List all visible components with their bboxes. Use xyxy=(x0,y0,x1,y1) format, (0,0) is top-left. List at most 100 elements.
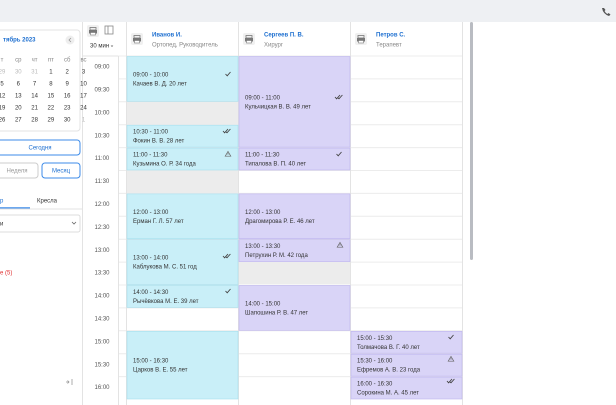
calendar-day[interactable]: 29 xyxy=(0,70,6,76)
calendar-day[interactable]: 19 xyxy=(0,106,6,112)
calendar-day[interactable]: 22 xyxy=(48,106,55,112)
appointment-patient: Качаев В. Д. 20 лет xyxy=(133,81,187,87)
alert-link[interactable]: е (5) xyxy=(0,271,12,277)
time-label: 15:30 xyxy=(94,362,110,368)
today-button-label: Сегодня xyxy=(29,146,52,152)
doctor-role: Хирург xyxy=(264,43,284,49)
time-label: 11:30 xyxy=(95,179,110,185)
doctor-select[interactable] xyxy=(0,214,81,233)
appointment-time: 14:00 - 15:00 xyxy=(245,301,281,307)
doctor-print-icon[interactable] xyxy=(354,32,368,46)
appointment-patient: Фокин В. В. 28 лет xyxy=(133,139,185,145)
calendar-day[interactable]: 28 xyxy=(31,118,38,124)
time-label: 13:30 xyxy=(94,271,110,277)
calendar-day[interactable]: 29 xyxy=(48,118,55,124)
calendar-day[interactable]: 3 xyxy=(82,70,86,76)
week-button[interactable] xyxy=(0,162,39,179)
calendar-day[interactable]: 10 xyxy=(80,82,87,88)
appointment-patient: Шапошина Р. В. 47 лет xyxy=(245,310,308,316)
appointment[interactable] xyxy=(238,56,351,148)
doctor-role: Ортопед, Руководитель xyxy=(152,43,218,49)
calendar-day[interactable]: 20 xyxy=(15,106,22,112)
calendar-day[interactable]: 2 xyxy=(66,70,70,76)
step-select[interactable]: 30 мин xyxy=(90,44,109,50)
calendar-day[interactable]: 30 xyxy=(64,118,71,124)
tab-doctors[interactable]: р xyxy=(0,199,4,205)
appointment[interactable] xyxy=(126,285,239,308)
appointment-patient: Каблукова М. С. 51 год xyxy=(133,265,197,271)
calendar-day[interactable]: 24 xyxy=(80,106,87,112)
calendar-day[interactable]: 1 xyxy=(82,118,86,124)
layout-icon[interactable] xyxy=(104,25,114,35)
tab-chairs[interactable]: Кресла xyxy=(37,199,58,205)
calendar-day[interactable]: 13 xyxy=(15,94,22,100)
appointment-patient: Драгомирова Р. Е. 46 лет xyxy=(245,219,315,225)
appointment[interactable] xyxy=(238,147,351,171)
calendar-day[interactable]: 27 xyxy=(15,118,22,124)
time-label: 09:00 xyxy=(94,65,110,71)
doctor-print-icon[interactable] xyxy=(242,32,256,46)
appointment-time: 16:00 - 16:30 xyxy=(357,382,393,388)
calendar-day[interactable]: 26 xyxy=(0,118,6,124)
free-slot xyxy=(127,170,238,194)
appointment[interactable] xyxy=(126,239,239,285)
scrollbar[interactable] xyxy=(470,22,473,260)
calendar-day[interactable]: 30 xyxy=(15,70,22,76)
appointment[interactable] xyxy=(238,239,351,262)
doctor-print-icon[interactable] xyxy=(130,32,144,46)
appointment-time: 11:00 - 11:30 xyxy=(245,153,280,159)
appointment-time: 09:00 - 10:00 xyxy=(133,72,169,78)
collapse-icon[interactable] xyxy=(66,379,73,385)
calendar-nav[interactable] xyxy=(65,35,75,45)
appointment-time: 15:00 - 16:30 xyxy=(133,359,169,365)
doctor-name[interactable]: Петров С. xyxy=(376,33,406,39)
appointment[interactable] xyxy=(350,353,463,377)
calendar-day[interactable]: 23 xyxy=(64,106,71,112)
calendar-day[interactable]: 8 xyxy=(49,82,53,88)
doctor-name[interactable]: Иванов И. xyxy=(152,33,182,39)
appointment-time: 14:00 - 14:30 xyxy=(133,290,169,296)
calendar-day[interactable]: 16 xyxy=(64,94,71,100)
calendar-day[interactable]: 17 xyxy=(80,94,87,100)
time-label: 09:30 xyxy=(94,87,110,93)
appointment-patient: Кульчицкая В. В. 49 лет xyxy=(245,104,311,110)
doctor-select-label: и xyxy=(0,222,3,228)
calendar-day[interactable]: 7 xyxy=(33,82,37,88)
calendar-day[interactable]: 9 xyxy=(66,82,70,88)
weekday-label: ср xyxy=(15,58,22,64)
appointment-patient: Царков В. Е. 55 лет xyxy=(133,368,188,374)
calendar-day[interactable]: 14 xyxy=(31,94,38,100)
calendar-day[interactable]: 21 xyxy=(31,106,38,112)
print-icon[interactable] xyxy=(86,24,100,38)
today-button[interactable] xyxy=(0,139,81,156)
month-button[interactable] xyxy=(41,162,81,179)
doctor-name[interactable]: Сергеев П. В. xyxy=(264,33,304,39)
calendar-day[interactable]: 15 xyxy=(48,94,55,100)
appointment[interactable] xyxy=(126,330,239,400)
appointment[interactable] xyxy=(126,124,239,148)
calendar-day[interactable]: 5 xyxy=(0,82,4,88)
appointment-patient: Кузьмина О. Р. 34 года xyxy=(133,162,196,168)
time-label: 11:00 xyxy=(95,156,110,162)
appointment[interactable] xyxy=(126,193,239,239)
select-chevron xyxy=(71,221,77,225)
appointment[interactable] xyxy=(126,147,239,171)
calendar-day[interactable]: 31 xyxy=(31,70,38,76)
appointment[interactable] xyxy=(350,376,463,400)
appointment-time: 15:30 - 16:00 xyxy=(357,359,393,365)
appointment-time: 10:30 - 11:00 xyxy=(133,130,169,136)
month-button-label: Месяц xyxy=(52,169,71,175)
phone-icon[interactable] xyxy=(602,8,611,16)
time-label: 16:00 xyxy=(94,385,110,391)
appointment-time: 15:00 - 15:30 xyxy=(357,336,393,342)
appointment[interactable] xyxy=(238,285,351,331)
appointment[interactable] xyxy=(126,56,239,102)
appointment-patient: Типалова В. П. 40 лет xyxy=(245,162,306,168)
appointment[interactable] xyxy=(350,330,463,354)
appointment[interactable] xyxy=(238,193,351,239)
appointment-patient: Ерман Г. Л. 57 лет xyxy=(133,219,184,225)
calendar-day[interactable]: 6 xyxy=(17,82,21,88)
calendar-day[interactable]: 1 xyxy=(49,70,53,76)
top-bar xyxy=(0,0,616,22)
calendar-day[interactable]: 12 xyxy=(0,94,6,100)
